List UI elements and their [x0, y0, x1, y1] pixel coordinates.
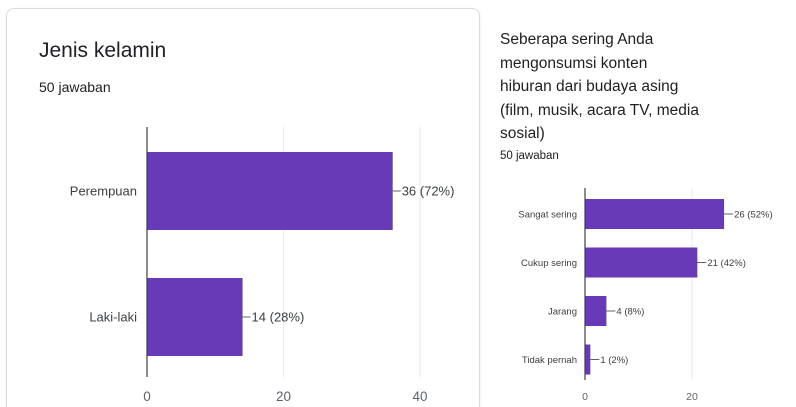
chart-card-gender: Jenis kelamin 50 jawaban 36 (72%) Perempu… — [6, 8, 480, 407]
data-label: 14 (28%) — [252, 310, 305, 325]
response-count: 50 jawaban — [500, 150, 559, 162]
bar — [585, 296, 607, 326]
data-label: 26 (52%) — [734, 209, 773, 220]
data-label: 21 (42%) — [707, 258, 746, 269]
category-label: Cukup sering — [521, 258, 577, 269]
bar — [585, 247, 698, 278]
category-label: Laki-laki — [89, 310, 137, 325]
bar — [147, 278, 243, 356]
category-label: Perempuan — [70, 184, 137, 199]
chart-card-frequency: Seberapa sering Anda mengonsumsi konten … — [484, 8, 796, 406]
bar-chart-frequency: 26 (52%) Sangat sering 21 (42%) Cukup serin… — [518, 188, 773, 403]
x-tick-label: 0 — [582, 391, 588, 403]
x-tick-label: 40 — [412, 389, 427, 404]
category-label: Jarang — [548, 306, 577, 317]
category-label: Tidak pernah — [522, 355, 577, 366]
chart-title: Jenis kelamin — [39, 39, 167, 62]
bar — [585, 199, 725, 229]
bar-chart-gender: 36 (72%) Perempuan 14 (28%) Laki-laki 0 20 40 — [70, 127, 455, 404]
category-label: Sangat sering — [518, 209, 577, 220]
response-count: 50 jawaban — [39, 79, 111, 95]
data-label: 4 (8%) — [616, 306, 644, 317]
data-label: 36 (72%) — [402, 184, 455, 199]
data-label: 1 (2%) — [600, 355, 628, 366]
bar — [585, 344, 591, 375]
x-tick-label: 0 — [143, 389, 151, 404]
bar — [147, 152, 393, 230]
x-tick-label: 20 — [276, 389, 291, 404]
x-tick-label: 20 — [686, 391, 698, 403]
chart-title: Seberapa sering Anda mengonsumsi konten … — [500, 31, 699, 142]
